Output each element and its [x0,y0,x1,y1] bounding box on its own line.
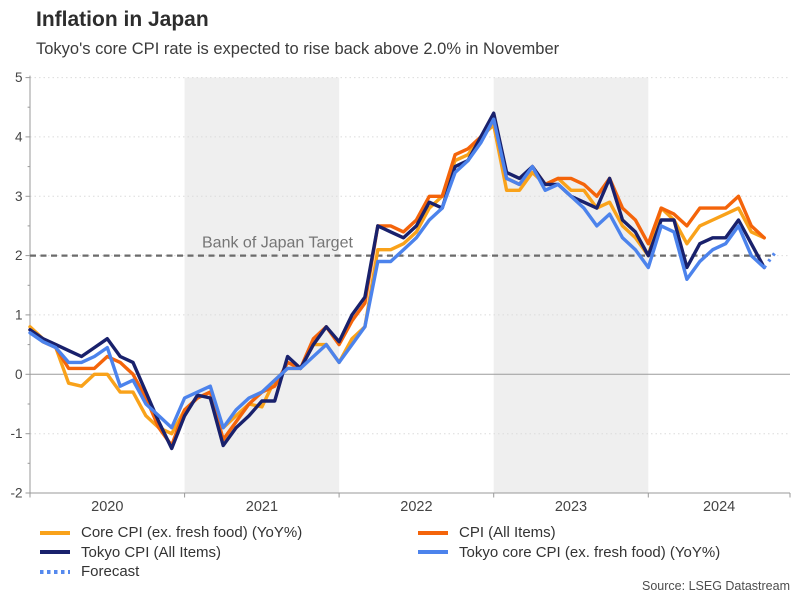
series-line [28,117,766,430]
y-tick-label: 4 [15,129,23,144]
legend-swatch-tokyo-cpi [40,550,70,555]
legend-item-forecast: Forecast [40,562,418,582]
y-tick-label: 1 [15,307,23,322]
legend-item-core-cpi: Core CPI (ex. fresh food) (YoY%) [40,523,418,543]
legend-item-tokyo-core-cpi: Tokyo core CPI (ex. fresh food) (YoY%) [418,543,720,563]
source-attribution: Source: LSEG Datastream [642,579,790,593]
y-tick-label: -1 [10,426,22,441]
legend-swatch-core-cpi [40,530,70,535]
legend-label-forecast: Forecast [81,563,140,581]
legend-item-tokyo-cpi: Tokyo CPI (All Items) [40,543,418,563]
legend-swatch-cpi-all-items [418,530,448,535]
y-tick-label: 5 [15,70,23,85]
x-year-label: 2024 [703,499,735,515]
series-line [28,117,766,448]
x-year-label: 2022 [400,499,432,515]
target-line-label: Bank of Japan Target [202,235,353,252]
forecast-line [762,248,779,269]
shaded-year-band [493,77,649,493]
legend-label-cpi-all-items: CPI (All Items) [459,524,556,542]
chart-subtitle: Tokyo's core CPI rate is expected to ris… [36,40,560,58]
legend-swatch-tokyo-core-cpi [418,550,448,555]
x-year-label: 2020 [91,499,123,515]
legend: Core CPI (ex. fresh food) (YoY%) Tokyo C… [40,523,790,582]
shaded-year-band [184,77,340,493]
x-year-label: 2023 [555,499,587,515]
legend-label-tokyo-cpi: Tokyo CPI (All Items) [81,543,222,561]
y-tick-label: -2 [10,486,22,501]
y-tick-label: 2 [15,248,23,263]
y-tick-label: 0 [15,367,23,382]
legend-swatch-forecast [40,569,70,574]
legend-item-cpi-all-items: CPI (All Items) [418,523,720,543]
legend-label-tokyo-core-cpi: Tokyo core CPI (ex. fresh food) (YoY%) [459,543,721,561]
legend-label-core-cpi: Core CPI (ex. fresh food) (YoY%) [81,524,303,542]
legend-column-left: Core CPI (ex. fresh food) (YoY%) Tokyo C… [40,523,418,582]
legend-column-right: CPI (All Items) Tokyo core CPI (ex. fres… [418,523,720,582]
chart-title: Inflation in Japan [36,8,209,31]
series-line [28,111,766,451]
y-tick-label: 3 [15,189,23,204]
x-year-label: 2021 [246,499,278,515]
